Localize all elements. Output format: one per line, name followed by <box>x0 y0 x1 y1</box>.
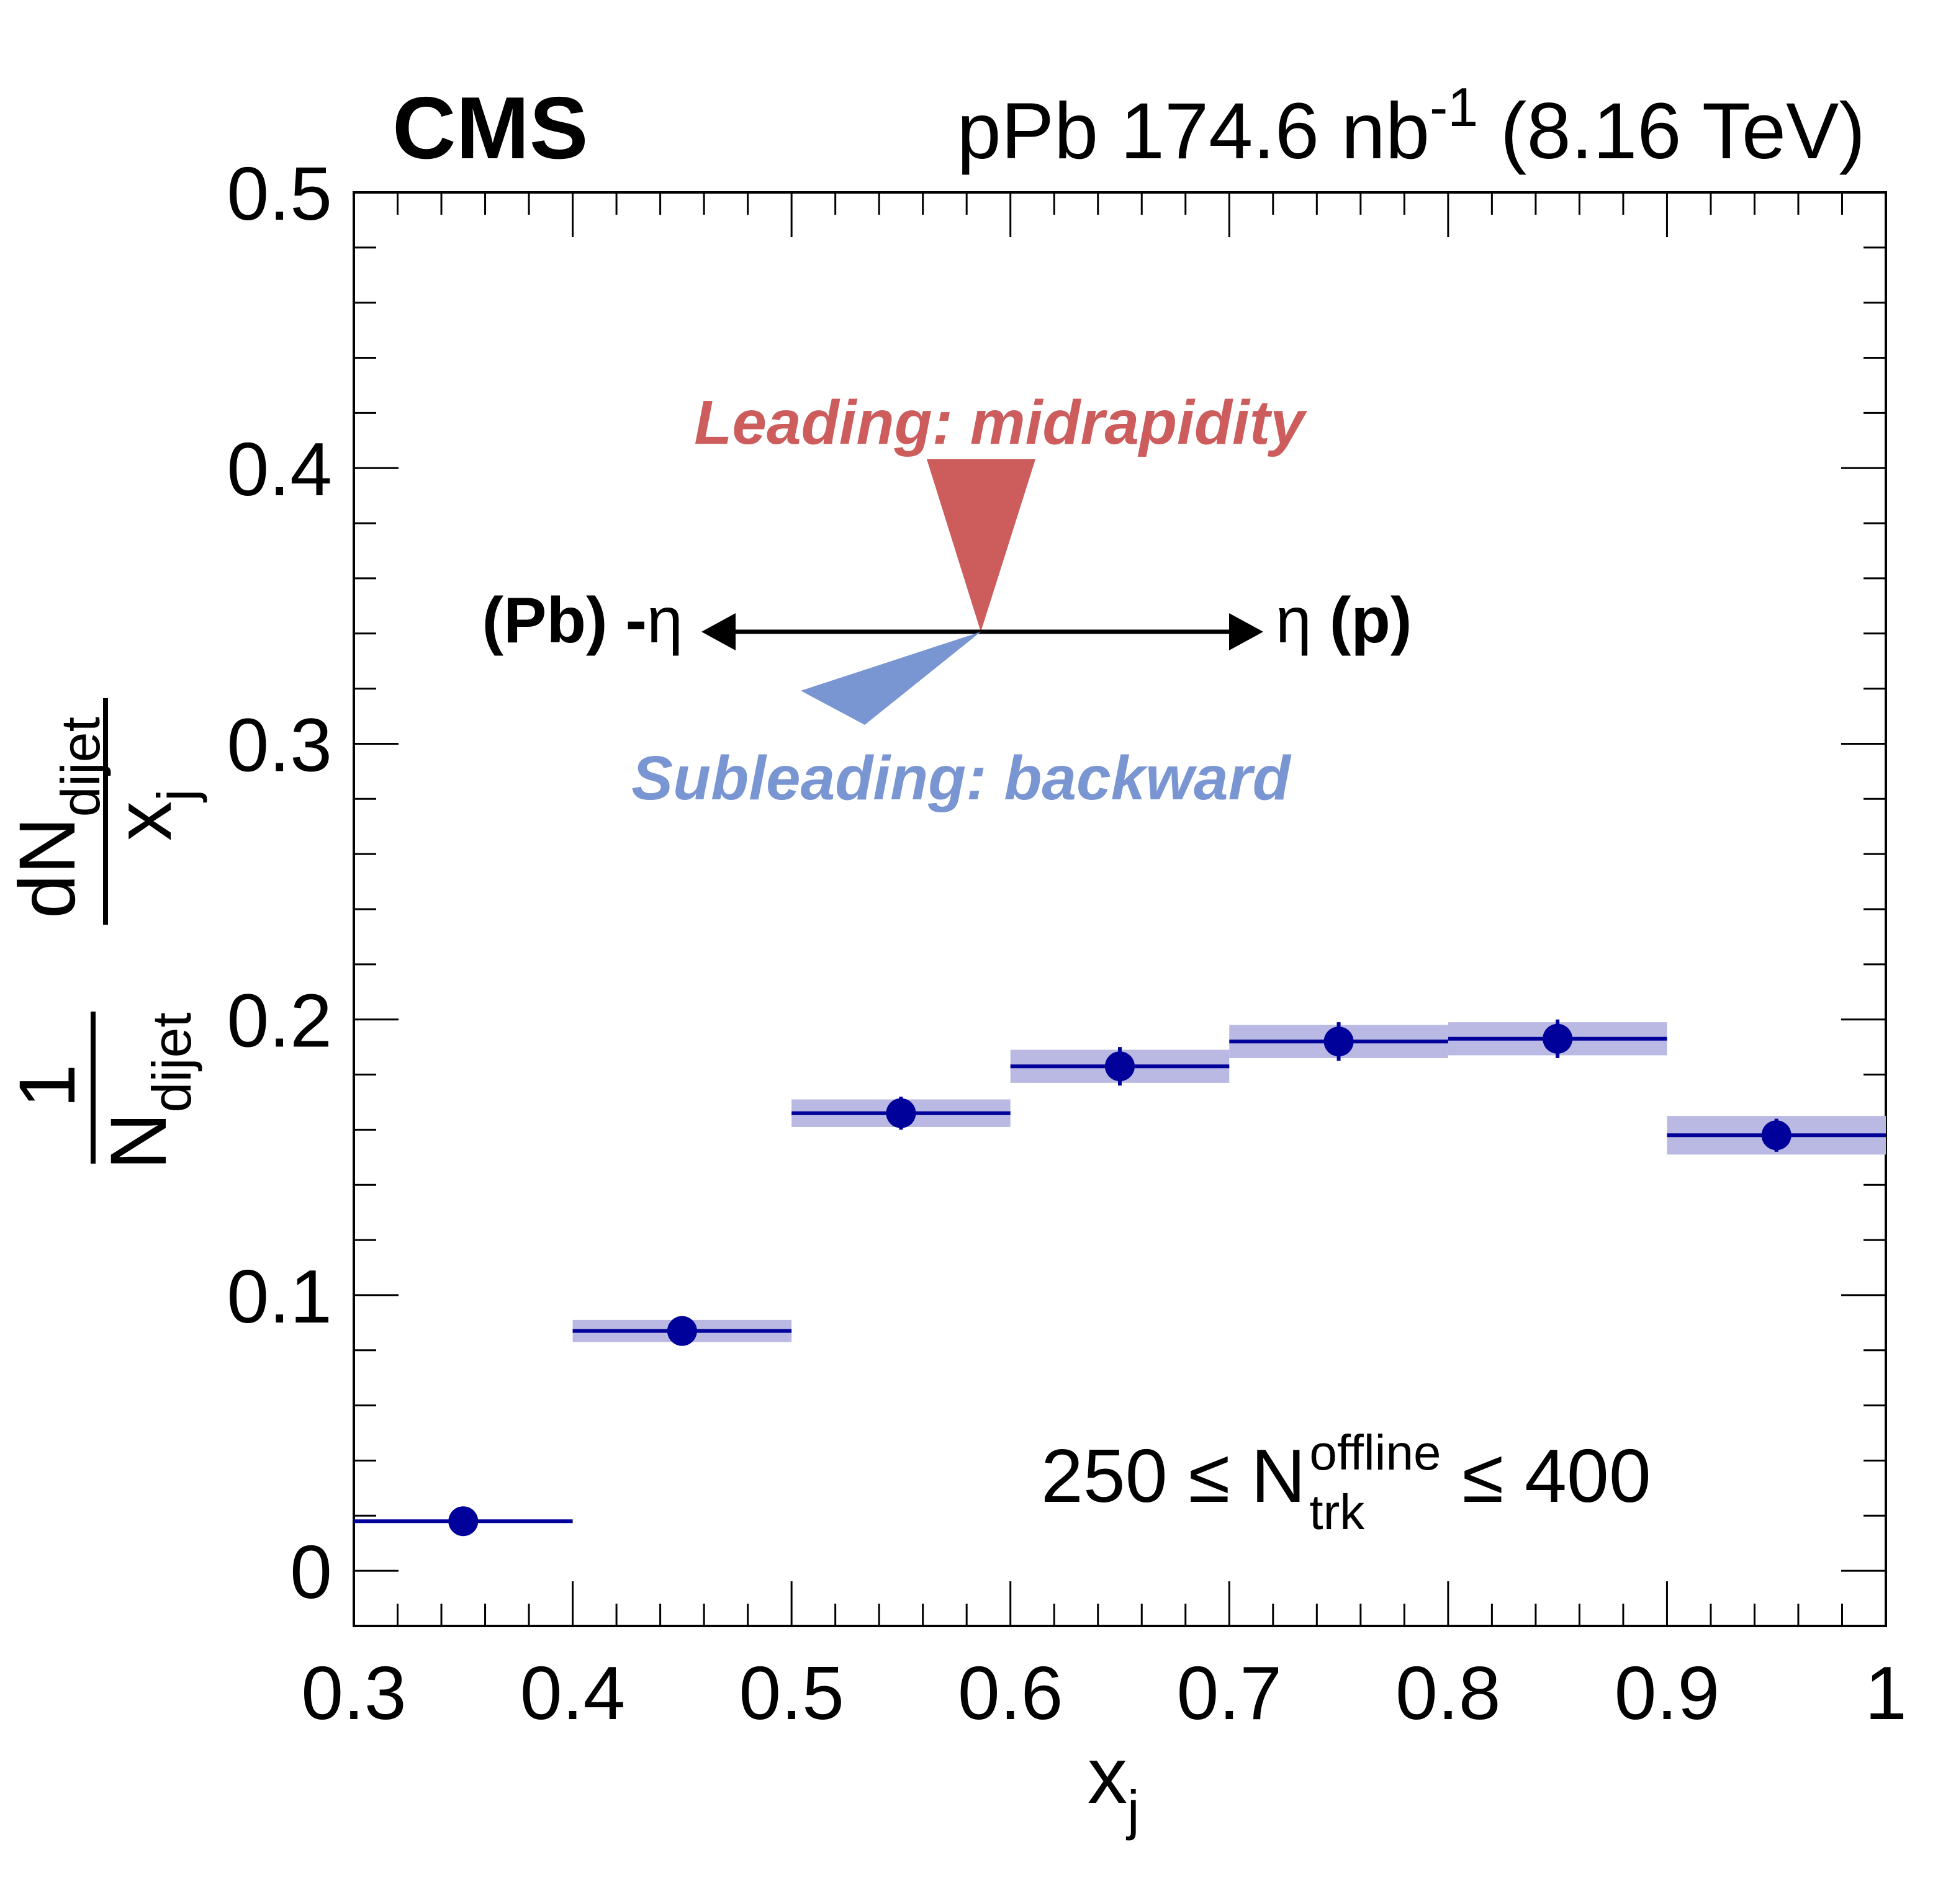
y-title-xj: xj <box>99 789 207 841</box>
data-point <box>1543 1023 1573 1054</box>
subleading-jet-cone <box>801 632 981 725</box>
axis-ticks <box>353 191 1887 1627</box>
subleading-label: Subleading: backward <box>631 743 1291 813</box>
data-point <box>1323 1026 1354 1057</box>
x-axis-title-sub: j <box>1125 1779 1140 1841</box>
selection-label: 250 ≤ Noffline trk ≤ 400 <box>1041 1425 1651 1540</box>
x-tick-label: 0.4 <box>520 1651 626 1735</box>
y-tick-label: 0.4 <box>227 427 332 511</box>
eta-symbol-right: η <box>1276 585 1312 657</box>
x-tick-label: 0.8 <box>1395 1651 1501 1735</box>
leading-jet-cone <box>927 459 1035 632</box>
x-tick-label: 0.9 <box>1615 1651 1720 1735</box>
systematic-bands <box>572 1022 1886 1342</box>
data-point <box>667 1316 697 1346</box>
y-tick-label: 0.1 <box>227 1254 332 1339</box>
experiment-label: CMS <box>392 79 588 177</box>
y-axis-title: 1 Ndijet dNdijet xj <box>3 698 207 1170</box>
data-points <box>354 1019 1886 1537</box>
y-tick-label: 0 <box>290 1530 332 1614</box>
eta-arrow-right <box>1229 613 1263 650</box>
eta-arrow-left <box>701 613 736 650</box>
eta-symbol-left: η <box>647 585 683 657</box>
y-tick-label: 0.5 <box>227 151 332 236</box>
y-tick-label: 0.3 <box>227 703 332 787</box>
x-tick-label: 0.6 <box>958 1651 1063 1735</box>
data-point <box>886 1098 916 1128</box>
lumi-label: pPb 174.6 nb-1 (8.16 TeV) <box>957 76 1865 176</box>
y-tick-labels: 0 0.1 0.2 0.3 0.4 0.5 <box>227 151 332 1614</box>
data-point <box>448 1506 479 1537</box>
x-tick-label: 0.3 <box>301 1651 407 1735</box>
x-tick-label: 0.7 <box>1176 1651 1282 1735</box>
y-title-ndijet: Ndijet <box>94 1012 202 1170</box>
data-point <box>1105 1051 1135 1082</box>
y-title-one: 1 <box>3 1064 92 1108</box>
axis-right-label: η (p) <box>1276 585 1412 657</box>
x-tick-label: 1 <box>1865 1651 1907 1735</box>
axis-left-label: (Pb) -η <box>482 585 683 657</box>
lumi-superscript: -1 <box>1430 76 1478 138</box>
y-title-dndijet: dNdijet <box>3 717 111 918</box>
x-tick-labels: 0.3 0.4 0.5 0.6 0.7 0.8 0.9 1 <box>301 1651 1907 1735</box>
x-axis-title: xj <box>1088 1731 1140 1841</box>
leading-label: Leading: midrapidity <box>694 388 1307 457</box>
x-tick-label: 0.5 <box>739 1651 844 1735</box>
data-point <box>1761 1120 1791 1151</box>
y-tick-label: 0.2 <box>227 979 332 1063</box>
